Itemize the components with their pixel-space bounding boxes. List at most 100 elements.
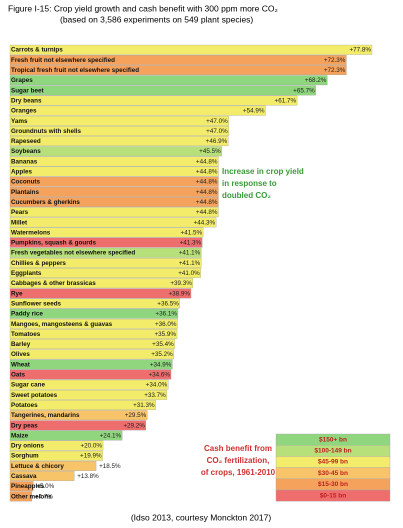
bar bbox=[9, 227, 204, 238]
y-tick-label: Grapes bbox=[11, 77, 33, 84]
y-tick-label: Paddy rice bbox=[11, 311, 43, 318]
annotation: of crops, 1961-2010 bbox=[201, 468, 276, 477]
y-tick-label: Coconuts bbox=[11, 179, 41, 186]
legend-label: $100-149 bn bbox=[314, 448, 351, 455]
data-label: +41.1% bbox=[179, 250, 201, 257]
y-tick-label: Eggplants bbox=[11, 270, 42, 277]
legend-swatch bbox=[275, 489, 391, 502]
bar bbox=[9, 268, 201, 278]
data-label: +44.8% bbox=[196, 199, 218, 206]
data-label: +34.0% bbox=[146, 382, 168, 389]
bar bbox=[9, 430, 123, 441]
y-tick-label: Mangoes, mangosteens & guavas bbox=[11, 321, 113, 328]
y-tick-label: Olives bbox=[11, 351, 30, 358]
bar bbox=[9, 105, 266, 116]
data-label: +65.7% bbox=[293, 87, 315, 94]
data-label: +77.8% bbox=[349, 47, 371, 54]
bar bbox=[9, 85, 316, 96]
y-tick-label: Plantains bbox=[11, 189, 39, 196]
data-label: +47.0% bbox=[206, 128, 228, 135]
annotation: Cash benefit from bbox=[204, 444, 272, 453]
data-label: +47.0% bbox=[206, 118, 228, 125]
bar bbox=[9, 217, 217, 228]
bar bbox=[9, 126, 229, 136]
y-tick-label: Millet bbox=[11, 219, 28, 226]
bar bbox=[9, 237, 203, 248]
y-tick-label: Sugar beet bbox=[11, 87, 44, 94]
bar bbox=[9, 166, 219, 177]
bar bbox=[9, 359, 173, 370]
data-label: +4.7% bbox=[35, 493, 53, 500]
data-label: +29.2% bbox=[123, 422, 145, 429]
data-label: +35.4% bbox=[152, 341, 174, 348]
y-tick-label: Cabbages & other brassicas bbox=[11, 280, 96, 287]
bar bbox=[9, 186, 219, 197]
bar bbox=[9, 298, 180, 309]
data-label: +44.8% bbox=[196, 209, 218, 216]
bar bbox=[9, 247, 202, 258]
bar bbox=[9, 75, 328, 86]
data-label: +44.8% bbox=[196, 169, 218, 176]
bar bbox=[9, 471, 75, 481]
y-tick-label: Chillies & peppers bbox=[11, 260, 66, 267]
y-tick-label: Barley bbox=[11, 341, 31, 348]
y-tick-label: Fresh vegetables not elsewhere specified bbox=[11, 250, 135, 257]
source: (Idso 2013, courtesy Monckton 2017) bbox=[131, 512, 271, 522]
bar bbox=[9, 65, 347, 76]
data-label: +44.3% bbox=[194, 219, 216, 226]
data-label: +36.1% bbox=[155, 311, 177, 318]
annotation: in response to bbox=[222, 179, 277, 188]
bar bbox=[9, 410, 148, 421]
data-label: +36.5% bbox=[157, 300, 179, 307]
y-tick-label: Potatoes bbox=[11, 402, 38, 409]
annotation: CO₂ fertilization, bbox=[207, 456, 270, 465]
y-tick-label: Tomatoes bbox=[11, 331, 41, 338]
y-tick-label: Sorghum bbox=[11, 453, 39, 460]
data-label: +35.9% bbox=[154, 331, 176, 338]
data-label: +45.5% bbox=[199, 148, 221, 155]
data-label: +72.3% bbox=[324, 67, 346, 74]
y-tick-label: Other melons bbox=[11, 493, 52, 500]
bar bbox=[9, 491, 33, 502]
legend-label: $45-99 bn bbox=[318, 459, 348, 466]
bar bbox=[9, 308, 179, 319]
data-label: +33.7% bbox=[144, 392, 166, 399]
y-tick-label: Cassava bbox=[11, 473, 37, 480]
data-label: +36.0% bbox=[155, 321, 177, 328]
y-tick-label: Oats bbox=[11, 372, 25, 379]
bar bbox=[9, 207, 219, 218]
y-tick-label: Sunflower seeds bbox=[11, 300, 62, 307]
data-label: +46.9% bbox=[206, 138, 228, 145]
y-tick-label: Tangerines, mandarins bbox=[11, 412, 80, 419]
bar bbox=[9, 176, 219, 187]
bar bbox=[9, 95, 298, 106]
data-label: +54.9% bbox=[243, 108, 265, 115]
y-tick-label: Bananas bbox=[11, 158, 38, 165]
bar bbox=[9, 136, 229, 147]
data-label: +72.3% bbox=[324, 57, 346, 64]
data-label: +38.9% bbox=[168, 290, 190, 297]
data-label: +68.2% bbox=[305, 77, 327, 84]
data-label: +41.5% bbox=[181, 229, 203, 236]
y-tick-label: Soybeans bbox=[11, 148, 41, 155]
bar bbox=[9, 369, 172, 380]
bar bbox=[9, 44, 373, 55]
data-label: +34.6% bbox=[148, 372, 170, 379]
y-tick-label: Oranges bbox=[11, 108, 37, 115]
chart-subtitle: (based on 3,586 experiments on 549 plant… bbox=[60, 14, 253, 24]
y-tick-label: Lettuce & chicory bbox=[11, 463, 64, 470]
annotation: doubled CO₂ bbox=[222, 191, 271, 200]
y-tick-label: Tropical fresh fruit not elsewhere speci… bbox=[11, 67, 139, 74]
y-tick-label: Groundnuts with shells bbox=[11, 128, 81, 135]
y-tick-label: Pumpkins, squash & gourds bbox=[11, 240, 97, 247]
data-label: +44.8% bbox=[196, 179, 218, 186]
bar bbox=[9, 55, 347, 65]
bar bbox=[9, 318, 178, 329]
data-label: +41.0% bbox=[178, 270, 200, 277]
data-label: +18.5% bbox=[99, 463, 121, 470]
y-tick-label: Rye bbox=[11, 290, 23, 297]
y-tick-label: Wheat bbox=[11, 361, 31, 368]
data-label: +44.8% bbox=[196, 189, 218, 196]
data-label: +39.3% bbox=[170, 280, 192, 287]
bar bbox=[9, 460, 97, 471]
